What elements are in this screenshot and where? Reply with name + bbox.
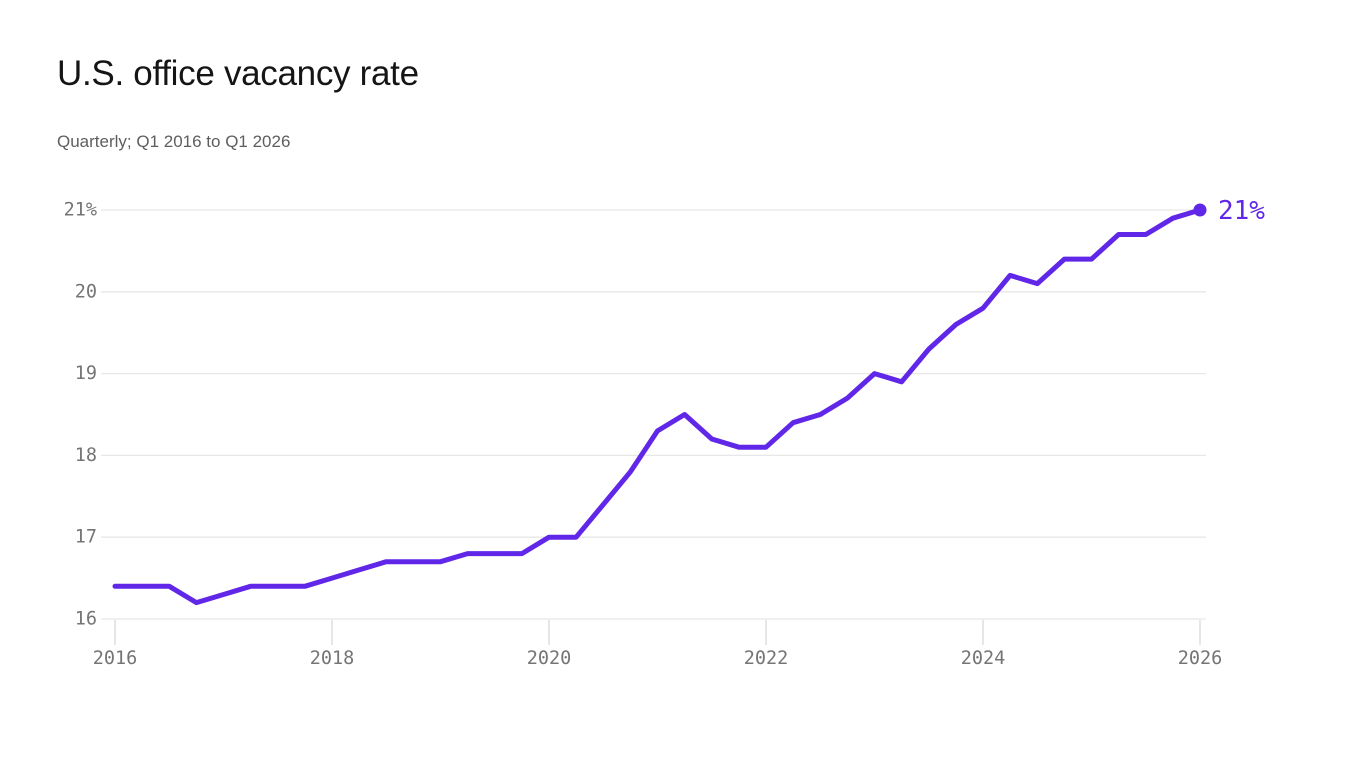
y-tick-label: 19 bbox=[75, 363, 97, 384]
y-tick-label: 21% bbox=[64, 200, 97, 221]
chart-subtitle: Quarterly; Q1 2016 to Q1 2026 bbox=[57, 132, 291, 151]
x-tick-label: 2022 bbox=[744, 648, 789, 669]
x-tick-label: 2016 bbox=[93, 648, 138, 669]
y-tick-label: 20 bbox=[75, 281, 97, 302]
x-tick-label: 2018 bbox=[310, 648, 355, 669]
y-tick-label: 16 bbox=[75, 609, 97, 630]
end-point-dot bbox=[1193, 203, 1207, 217]
y-tick-label: 17 bbox=[75, 527, 97, 548]
end-value-label: 21% bbox=[1218, 196, 1265, 226]
chart-title: U.S. office vacancy rate bbox=[57, 54, 419, 93]
y-tick-label: 18 bbox=[75, 445, 97, 466]
x-tick-label: 2026 bbox=[1178, 648, 1223, 669]
x-tick-label: 2024 bbox=[961, 648, 1006, 669]
vacancy-rate-line bbox=[112, 207, 1203, 606]
x-tick-label: 2020 bbox=[527, 648, 572, 669]
